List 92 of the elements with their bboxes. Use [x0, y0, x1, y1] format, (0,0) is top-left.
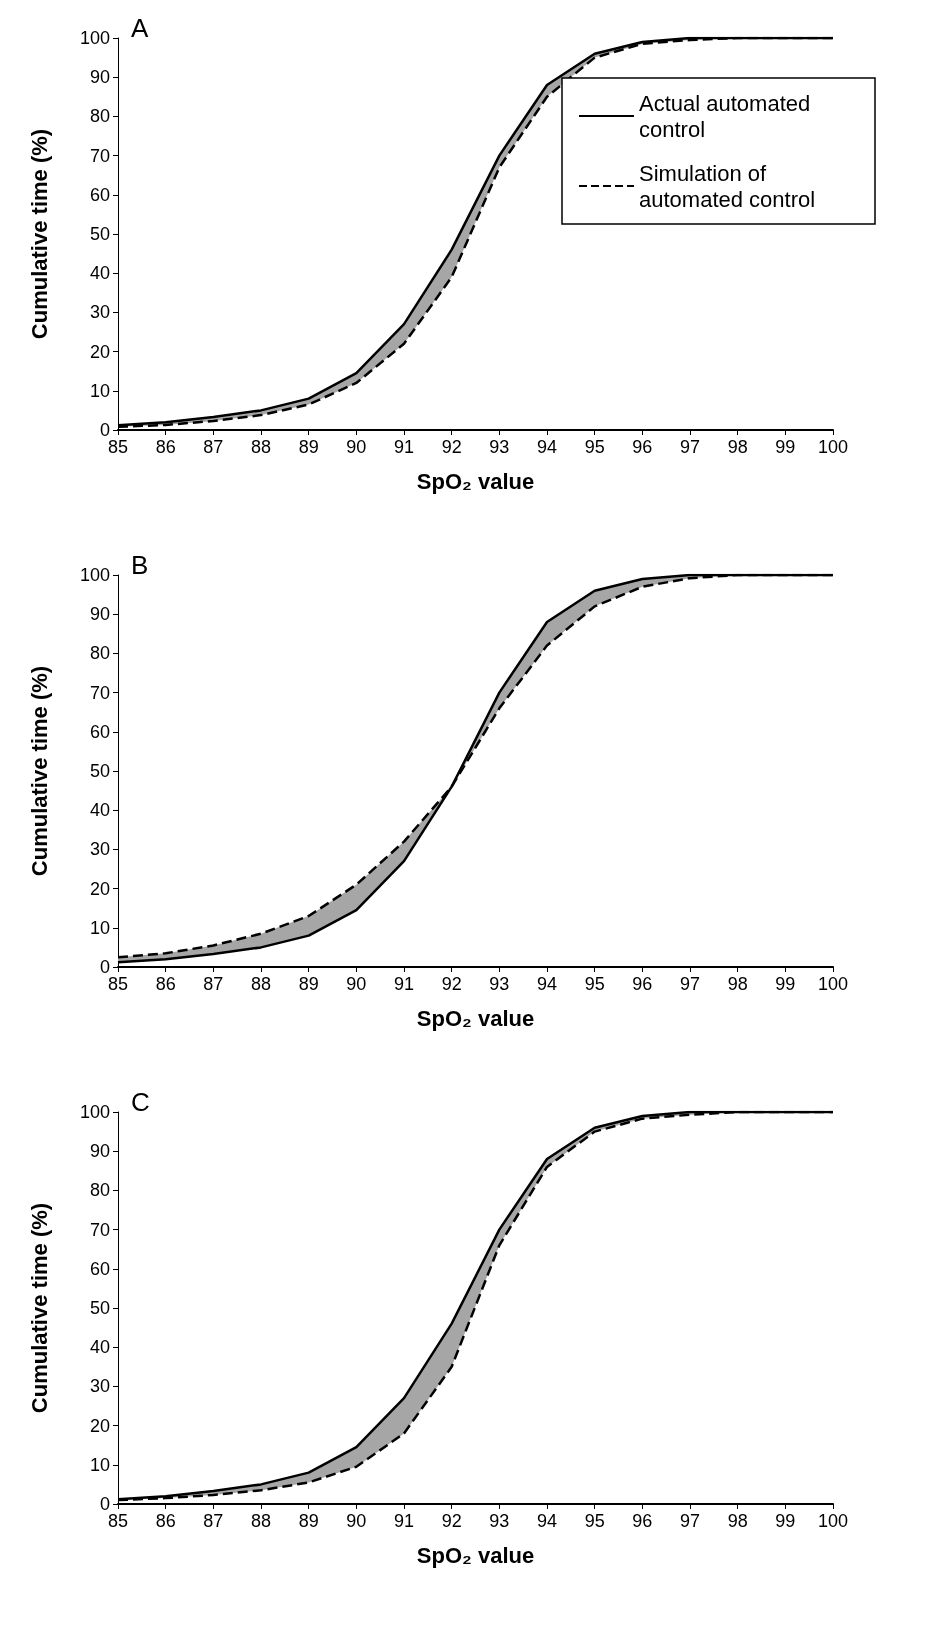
x-tick-label: 93: [489, 974, 510, 994]
x-tick-label: 91: [393, 437, 415, 457]
x-tick-label: 100: [817, 437, 849, 457]
x-tick-label: 92: [441, 437, 462, 457]
y-tick-label: 80: [89, 106, 110, 127]
x-tick-label: 98: [727, 437, 748, 457]
x-tick-label: 87: [203, 1511, 224, 1531]
y-tick-label: 50: [89, 224, 110, 244]
x-tick-label: 88: [250, 1511, 272, 1531]
y-tick-label: 60: [89, 184, 110, 205]
x-tick-label: 87: [203, 437, 224, 457]
x-tick-label: 94: [536, 974, 558, 994]
y-tick-label: 40: [89, 1337, 110, 1358]
y-tick-label: 40: [89, 800, 110, 821]
x-tick-label: 89: [298, 974, 319, 994]
x-tick-label: 93: [489, 1511, 510, 1531]
y-tick-label: 40: [89, 263, 110, 284]
legend-label: Actual automated control: [639, 90, 817, 142]
y-tick-label: 100: [79, 565, 110, 585]
x-tick-label: 91: [393, 974, 415, 994]
x-tick-label: 89: [298, 1511, 319, 1531]
x-tick-label: 91: [393, 1511, 415, 1531]
x-tick-label: 98: [727, 974, 748, 994]
y-tick-label: 50: [89, 1298, 110, 1318]
y-tick-label: 30: [89, 1376, 110, 1397]
y-tick-label: 90: [89, 1141, 110, 1162]
x-tick-label: 94: [536, 437, 558, 457]
y-tick-label: 100: [79, 1102, 110, 1122]
x-tick-label: 95: [584, 1511, 605, 1531]
y-tick-label: 60: [89, 1258, 110, 1279]
x-tick-label: 97: [679, 437, 701, 457]
x-tick-label: 86: [155, 437, 176, 457]
y-axis-title: Cumulative time (%): [26, 1202, 52, 1414]
x-tick-label: 92: [441, 1511, 462, 1531]
x-tick-label: 90: [346, 437, 367, 457]
x-tick-label: 89: [298, 437, 319, 457]
x-tick-label: 88: [250, 437, 272, 457]
y-tick-label: 50: [89, 761, 110, 781]
y-tick-label: 0: [99, 957, 110, 977]
x-axis-title: SpO₂ value: [416, 1005, 535, 1031]
y-axis-title: Cumulative time (%): [26, 665, 52, 877]
x-tick-label: 85: [107, 1511, 129, 1531]
y-tick-label: 60: [89, 721, 110, 742]
y-tick-label: 100: [79, 28, 110, 48]
y-tick-label: 70: [89, 682, 110, 703]
x-tick-label: 98: [727, 1511, 748, 1531]
x-tick-label: 90: [346, 974, 367, 994]
x-tick-label: 99: [775, 974, 796, 994]
chart-title: C: [131, 1087, 150, 1117]
y-tick-label: 10: [89, 380, 110, 401]
chart-title: A: [131, 13, 149, 43]
x-tick-label: 96: [632, 1511, 653, 1531]
chart-title: B: [131, 550, 149, 580]
x-axis-title: SpO₂ value: [416, 468, 535, 494]
y-tick-label: 80: [89, 1180, 110, 1201]
x-tick-label: 100: [817, 974, 849, 994]
x-tick-label: 95: [584, 437, 605, 457]
y-tick-label: 0: [99, 420, 110, 440]
y-tick-label: 70: [89, 145, 110, 166]
y-tick-label: 20: [89, 878, 110, 899]
x-tick-label: 96: [632, 437, 653, 457]
y-tick-label: 30: [89, 302, 110, 323]
x-tick-label: 90: [346, 1511, 367, 1531]
x-tick-label: 97: [679, 1511, 701, 1531]
x-tick-label: 93: [489, 437, 510, 457]
y-tick-label: 90: [89, 67, 110, 88]
y-tick-label: 30: [89, 839, 110, 860]
x-tick-label: 94: [536, 1511, 558, 1531]
y-tick-label: 70: [89, 1219, 110, 1240]
y-tick-label: 10: [89, 1454, 110, 1475]
x-tick-label: 85: [107, 974, 129, 994]
x-tick-label: 97: [679, 974, 701, 994]
x-tick-label: 99: [775, 1511, 796, 1531]
x-tick-label: 92: [441, 974, 462, 994]
y-tick-label: 80: [89, 643, 110, 664]
x-tick-label: 87: [203, 974, 224, 994]
y-tick-label: 20: [89, 341, 110, 362]
y-tick-label: 20: [89, 1415, 110, 1436]
y-tick-label: 90: [89, 604, 110, 625]
y-axis-title: Cumulative time (%): [26, 128, 52, 340]
legend-label: Simulation of automated control: [639, 160, 816, 212]
x-tick-label: 100: [817, 1511, 849, 1531]
x-tick-label: 96: [632, 974, 653, 994]
x-axis-title: SpO₂ value: [416, 1542, 535, 1568]
y-tick-label: 10: [89, 917, 110, 938]
x-tick-label: 86: [155, 974, 176, 994]
x-tick-label: 85: [107, 437, 129, 457]
x-tick-label: 86: [155, 1511, 176, 1531]
x-tick-label: 95: [584, 974, 605, 994]
x-tick-label: 99: [775, 437, 796, 457]
x-tick-label: 88: [250, 974, 272, 994]
y-tick-label: 0: [99, 1494, 110, 1514]
